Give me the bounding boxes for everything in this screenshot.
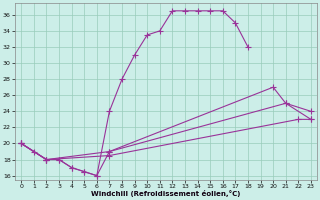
X-axis label: Windchill (Refroidissement éolien,°C): Windchill (Refroidissement éolien,°C) (92, 190, 241, 197)
